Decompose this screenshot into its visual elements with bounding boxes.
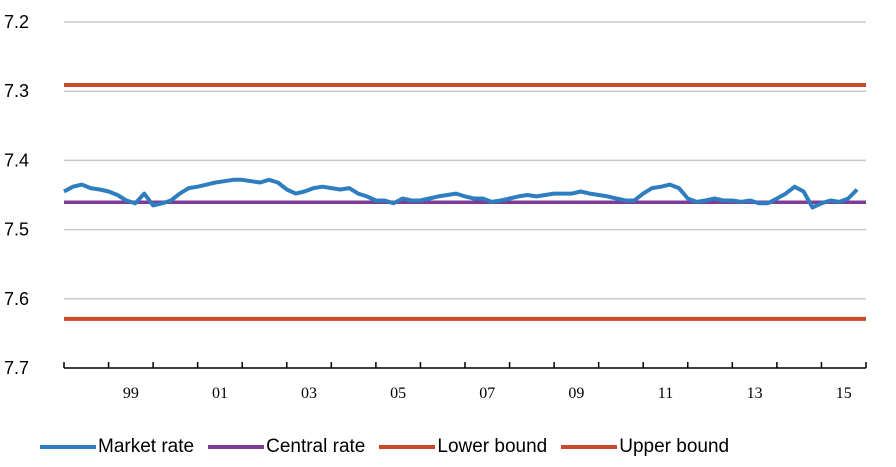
legend-label-central-rate: Central rate	[266, 436, 366, 457]
legend-swatch-market-rate	[40, 445, 96, 449]
series-lines	[63, 83, 866, 321]
y-tick-label: 7.4	[4, 150, 29, 170]
x-tick-label: 03	[301, 385, 317, 402]
x-axis: 99 01 03 05 07 09 11 13 15	[63, 362, 867, 402]
gridlines	[64, 21, 866, 300]
y-tick-label: 7.7	[4, 358, 29, 378]
chart: 7.2 7.3 7.4 7.5 7.6 7.7 99 01 03 05 07 09 11 13 15	[4, 12, 867, 402]
legend-item-market-rate: Market rate	[40, 436, 194, 458]
x-tick-label: 99	[123, 385, 139, 402]
legend-swatch-lower-bound	[379, 445, 436, 449]
legend-item-upper-bound: Upper bound	[561, 436, 729, 458]
legend-item-central-rate: Central rate	[208, 436, 365, 458]
y-tick-label: 7.3	[4, 81, 29, 101]
x-tick-label: 01	[212, 385, 228, 402]
legend-label-upper-bound: Upper bound	[619, 436, 730, 457]
series-line-market-rate	[63, 177, 859, 210]
x-tick-label: 09	[568, 385, 584, 402]
y-tick-label: 7.2	[4, 12, 29, 32]
x-tick-label: 13	[747, 385, 763, 402]
x-tick-label: 05	[390, 385, 406, 402]
legend-label-market-rate: Market rate	[98, 436, 195, 457]
y-tick-label: 7.5	[4, 220, 29, 240]
x-tick-label: 11	[658, 385, 673, 402]
x-tick-label: 15	[836, 385, 852, 402]
y-tick-label: 7.6	[4, 289, 29, 309]
legend-label-lower-bound: Lower bound	[437, 436, 548, 457]
legend: Market rate Central rate Lower bound Upp…	[40, 436, 743, 458]
legend-swatch-central-rate	[208, 445, 265, 449]
y-axis: 7.2 7.3 7.4 7.5 7.6 7.7	[4, 12, 29, 378]
legend-swatch-upper-bound	[561, 445, 618, 449]
legend-item-lower-bound: Lower bound	[379, 436, 547, 458]
x-tick-label: 07	[479, 385, 495, 402]
